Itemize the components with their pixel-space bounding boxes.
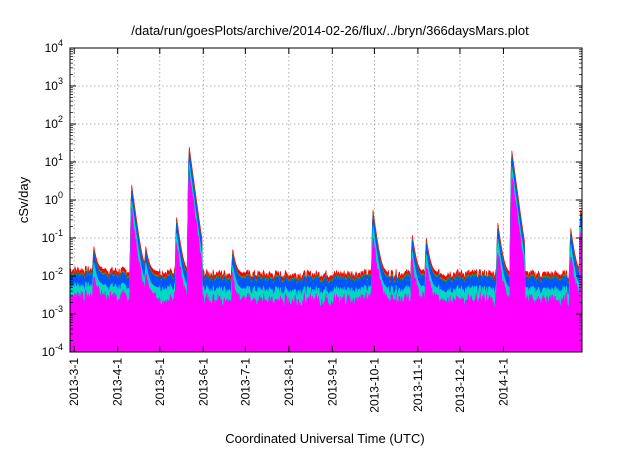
x-tick-label: 2013-10-1 (367, 358, 381, 413)
y-tick-exponent: -3 (55, 304, 63, 314)
x-tick-label: 2013-5-1 (153, 358, 167, 406)
y-tick-exponent: -4 (55, 342, 63, 352)
series-layer (69, 146, 583, 353)
y-tick-base: 10 (45, 155, 59, 169)
x-tick-label: 2014-1-1 (496, 358, 510, 406)
y-tick-base: 10 (42, 231, 56, 245)
y-tick-exponent: -2 (55, 266, 63, 276)
x-tick-label: 2013-7-1 (238, 358, 252, 406)
y-tick-exponent: 3 (58, 76, 63, 86)
y-tick-label: 100 (45, 190, 63, 207)
y-tick-base: 10 (45, 117, 59, 131)
y-tick-label: 102 (45, 114, 63, 131)
y-tick-base: 10 (42, 269, 56, 283)
y-tick-base: 10 (45, 193, 59, 207)
y-tick-label: 103 (45, 76, 63, 93)
y-tick-exponent: 1 (58, 152, 63, 162)
y-tick-base: 10 (45, 79, 59, 93)
y-tick-base: 10 (45, 41, 59, 55)
x-axis-label: Coordinated Universal Time (UTC) (225, 431, 424, 446)
x-tick-label: 2013-6-1 (196, 358, 210, 406)
y-tick-label: 104 (45, 38, 63, 55)
series-magenta-area (69, 169, 583, 353)
y-tick-label: 10-1 (42, 228, 63, 245)
y-axis-label: cSv/day (16, 176, 31, 223)
x-tick-label: 2013-8-1 (282, 358, 296, 406)
x-tick-label: 2013-11-1 (411, 358, 425, 412)
y-tick-exponent: -1 (55, 228, 63, 238)
y-tick-label: 10-2 (42, 266, 63, 283)
y-tick-label: 101 (45, 152, 63, 169)
y-tick-exponent: 0 (58, 190, 63, 200)
x-tick-label: 2013-4-1 (111, 358, 125, 406)
x-tick-label: 2013-3-1 (67, 358, 81, 406)
x-tick-label: 2013-9-1 (325, 358, 339, 406)
y-tick-base: 10 (42, 345, 56, 359)
y-tick-label: 10-4 (42, 342, 63, 359)
chart-title: /data/run/goesPlots/archive/2014-02-26/f… (131, 23, 529, 38)
y-tick-exponent: 4 (58, 38, 63, 48)
x-tick-label: 2013-12-1 (453, 358, 467, 413)
y-tick-exponent: 2 (58, 114, 63, 124)
y-tick-label: 10-3 (42, 304, 63, 321)
y-tick-base: 10 (42, 307, 56, 321)
